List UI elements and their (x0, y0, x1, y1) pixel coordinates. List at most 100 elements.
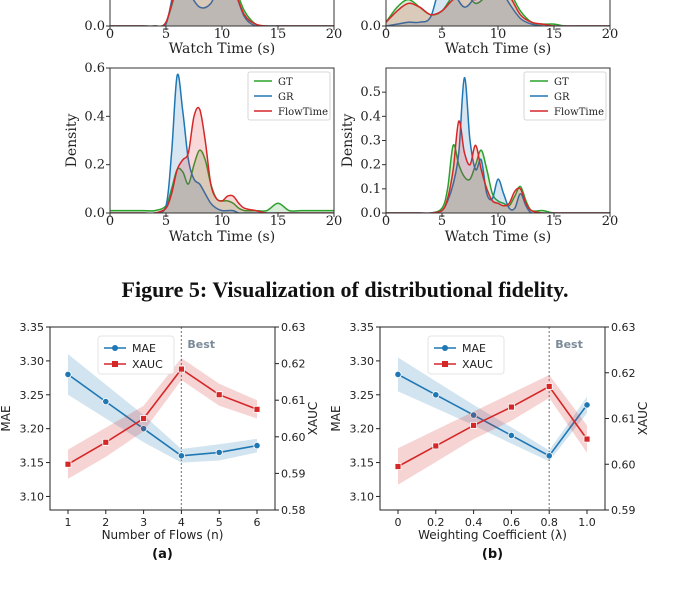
density-line-gr (386, 0, 610, 26)
y-tick-label: 0.5 (360, 85, 381, 100)
x-tick-label: 1.0 (578, 516, 596, 529)
x-tick-label: 0 (382, 214, 390, 229)
y-tick-label: 3.30 (350, 355, 375, 368)
point-xauc (583, 435, 591, 443)
y-tick-label: 0.4 (360, 109, 381, 124)
y-tick-label: 0.0 (84, 206, 105, 221)
point-mae (177, 452, 185, 460)
x-tick-label: 0.6 (503, 516, 521, 529)
x-axis-label: Number of Flows (n) (102, 528, 224, 542)
density-fill-flowtime (110, 0, 334, 26)
point-mae (394, 370, 402, 379)
point-mae (140, 425, 148, 433)
density-panel-3: 0 5 10 15 20 0.0 0.2 0.4 0.6 Watch Time (s) Densit… (64, 61, 342, 245)
legend-marker-xauc (442, 361, 448, 367)
panel-label: (b) (482, 547, 503, 562)
x-tick-label: 0 (382, 27, 390, 42)
y2-tick-label: 0.62 (281, 358, 306, 371)
point-mae (469, 411, 478, 419)
x-axis-label: Watch Time (s) (445, 41, 551, 57)
x-tick-label: 10 (214, 214, 231, 229)
y-tick-label: 3.20 (350, 423, 375, 436)
panel-label: (a) (152, 547, 173, 562)
density-plot-area (110, 0, 334, 26)
x-tick-label: 5 (438, 214, 446, 229)
point-xauc (215, 391, 223, 399)
point-xauc (394, 463, 402, 470)
density-fill-gr (386, 0, 610, 26)
y-tick-label: 3.15 (20, 457, 45, 470)
x-tick-label: 15 (270, 214, 287, 229)
density-fill-gr (110, 0, 334, 26)
x-tick-label: 20 (602, 214, 619, 229)
point-xauc (470, 421, 478, 429)
band-xauc (398, 375, 587, 485)
legend-box (247, 71, 331, 121)
y-tick-label: 3.20 (20, 423, 45, 436)
legend-marker-xauc (112, 361, 118, 367)
y-axis-label: Density (64, 114, 80, 168)
x-tick-label: 0.4 (465, 516, 483, 529)
band-xauc (68, 358, 257, 479)
density-plot-area (386, 0, 610, 26)
y2-tick-label: 0.59 (611, 504, 636, 517)
point-mae (253, 442, 261, 450)
legend-marker-mae (442, 345, 448, 351)
point-mae (102, 397, 110, 406)
y-tick-label: 3.10 (20, 490, 45, 503)
legend-label-gt: GT (278, 77, 293, 88)
point-xauc (177, 365, 185, 373)
x-tick-label: 5 (162, 27, 170, 42)
y-tick-label: 3.35 (350, 321, 375, 334)
point-mae (583, 401, 591, 409)
density-fill-flowtime (386, 0, 610, 26)
y2-tick-label: 0.63 (281, 321, 306, 334)
point-xauc (432, 442, 440, 450)
point-xauc (140, 415, 148, 422)
line-panel-a: Best 1 2 3 4 5 6 3.10 3.15 3.20 3.25 3.30 3.35 0.58 0.… (0, 321, 320, 562)
y-tick-label: 3.35 (20, 321, 45, 334)
figure-caption: Figure 5: Visualization of distributiona… (121, 277, 569, 302)
x-tick-label: 10 (214, 27, 231, 42)
y2-tick-label: 0.61 (611, 413, 636, 426)
series-line-mae (397, 373, 588, 457)
legend-label-mae: MAE (462, 342, 486, 355)
y2-tick-label: 0.59 (281, 467, 306, 480)
point-xauc (253, 405, 261, 413)
series-line-xauc (397, 385, 588, 468)
density-line-flowtime (110, 106, 334, 213)
y-tick-label: 0.0 (360, 19, 381, 34)
x-tick-label: 15 (270, 27, 287, 42)
density-plot-area (386, 76, 610, 213)
legend-label-mae: MAE (132, 342, 156, 355)
y2-tick-label: 0.60 (611, 458, 636, 471)
x-tick-label: 20 (326, 27, 343, 42)
legend-label-xauc: XAUC (462, 358, 493, 371)
y-tick-label: 3.30 (20, 355, 45, 368)
x-tick-label: 20 (602, 27, 619, 42)
legend-label-flowtime: FlowTime (278, 107, 328, 118)
density-fill-gr (386, 77, 610, 213)
point-xauc (545, 383, 553, 390)
legend-label-gt: GT (554, 77, 569, 88)
y-axis-label: MAE (0, 405, 13, 431)
y-tick-label: 0.1 (360, 182, 381, 197)
y2-tick-label: 0.60 (281, 431, 306, 444)
legend-label-flowtime: FlowTime (554, 107, 604, 118)
y-tick-label: 3.10 (350, 490, 375, 503)
legend-label-xauc: XAUC (132, 358, 163, 371)
density-line-gt (386, 144, 610, 213)
y-tick-label: 3.25 (350, 389, 375, 402)
y-tick-label: 3.25 (20, 389, 45, 402)
x-tick-label: 10 (490, 27, 507, 42)
y-tick-label: 0.4 (84, 109, 105, 124)
best-label: Best (555, 338, 583, 351)
x-tick-label: 0.8 (540, 516, 558, 529)
x-tick-label: 3 (140, 516, 147, 529)
x-tick-label: 2 (102, 516, 109, 529)
density-fill-flowtime (110, 107, 334, 213)
x-tick-label: 15 (546, 214, 563, 229)
y-axis-label: Density (340, 114, 356, 168)
point-mae (507, 431, 515, 440)
density-fill-gt (386, 0, 610, 26)
